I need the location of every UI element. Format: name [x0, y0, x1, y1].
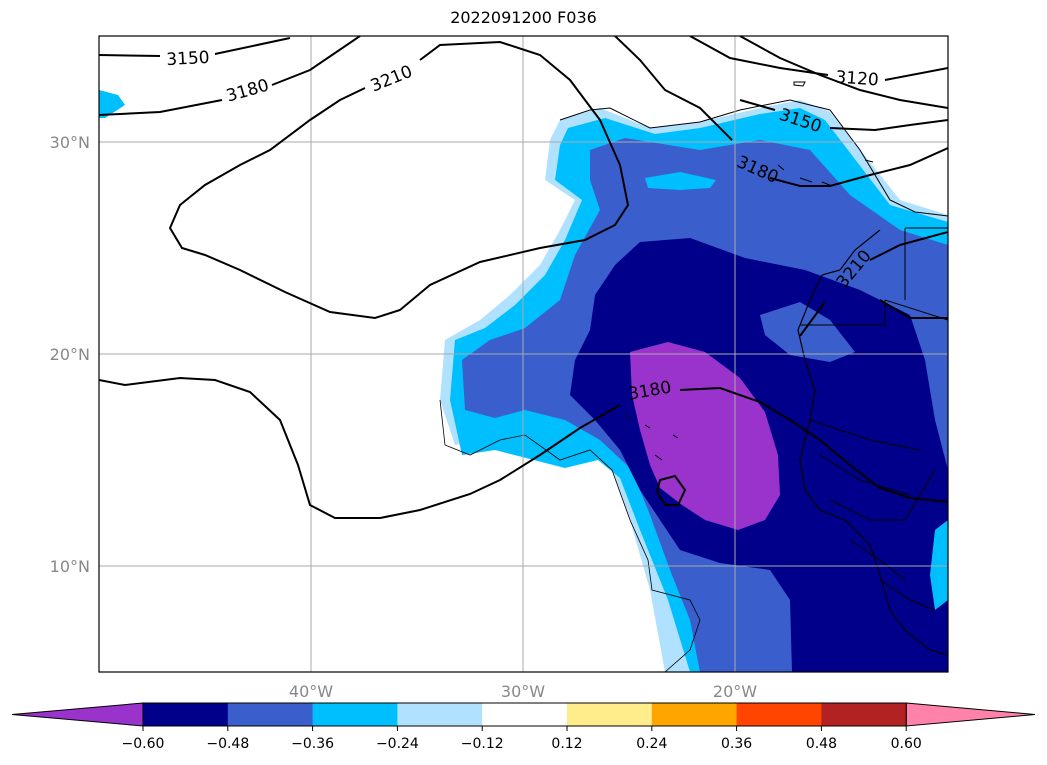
lat-label: 20°N [50, 345, 90, 364]
shade-cyan-spot [645, 172, 716, 190]
height-contours [99, 36, 948, 519]
shade-purple [630, 342, 780, 530]
lon-label: 20°W [713, 682, 757, 701]
coastline-west-africa [797, 229, 948, 656]
contour-3210-east [799, 231, 948, 337]
colorbar-tick-label: 0.60 [891, 736, 922, 752]
colorbar-frame [142, 702, 907, 727]
contour-label: 3150 [166, 48, 210, 70]
colorbar-tick-label: −0.48 [206, 736, 249, 752]
contour-3150-west [99, 37, 291, 57]
contour-3180-west [99, 36, 361, 116]
colorbar-tick-label: 0.48 [806, 736, 837, 752]
colorbar-segment [143, 703, 229, 726]
colorbar-tick-label: 0.36 [721, 736, 752, 752]
islands [624, 81, 874, 461]
colorbar-tick-label: −0.36 [291, 736, 334, 752]
colorbar-segment [821, 703, 907, 726]
country-borders [800, 227, 948, 611]
colorbar-segment [736, 703, 822, 726]
colorbar-segment [397, 703, 483, 726]
contour-3120 [689, 36, 948, 81]
contour-small-loop [655, 474, 687, 506]
map-frame [98, 35, 949, 673]
colorbar: −0.60 −0.48 −0.36 −0.24 −0.12 0.12 0.24 0.36 0.4… [11, 702, 1036, 752]
shade-west-patch [99, 90, 125, 118]
colorbar-tick-label: −0.60 [122, 736, 165, 752]
contour-3180-main [99, 376, 948, 519]
colorbar-tick-label: 0.12 [551, 736, 582, 752]
lon-label: 40°W [289, 682, 333, 701]
shade-mediumblue-patch [760, 302, 855, 362]
contour-label: 3120 [835, 68, 880, 91]
lat-label: 10°N [50, 557, 90, 576]
lon-label: 30°W [501, 682, 545, 701]
gridlines [99, 36, 948, 672]
colorbar-tick-label: −0.12 [461, 736, 504, 752]
shade-sw-patch [930, 520, 948, 610]
contour-3150-east [614, 36, 948, 141]
coastline-south [439, 399, 701, 672]
colorbar-tick-label: −0.24 [376, 736, 419, 752]
colorbar-segment [312, 703, 398, 726]
gridline-labels: 40°W 30°W 20°W 30°N 20°N 10°N [50, 133, 758, 701]
colorbar-extend-high [905, 702, 1036, 727]
colorbar-segment [651, 703, 738, 726]
colorbar-extend-low [11, 702, 144, 727]
map-title: 2022091200 F036 [450, 8, 597, 27]
lat-label: 30°N [50, 133, 90, 152]
colorbar-segment [227, 703, 314, 726]
colorbar-tick-label: 0.24 [636, 736, 667, 752]
coastline [559, 99, 948, 217]
colorbar-segment [567, 703, 653, 726]
colorbar-segment [482, 703, 568, 726]
contour-3210-loop [168, 40, 630, 320]
contour-3180-east [739, 36, 948, 187]
